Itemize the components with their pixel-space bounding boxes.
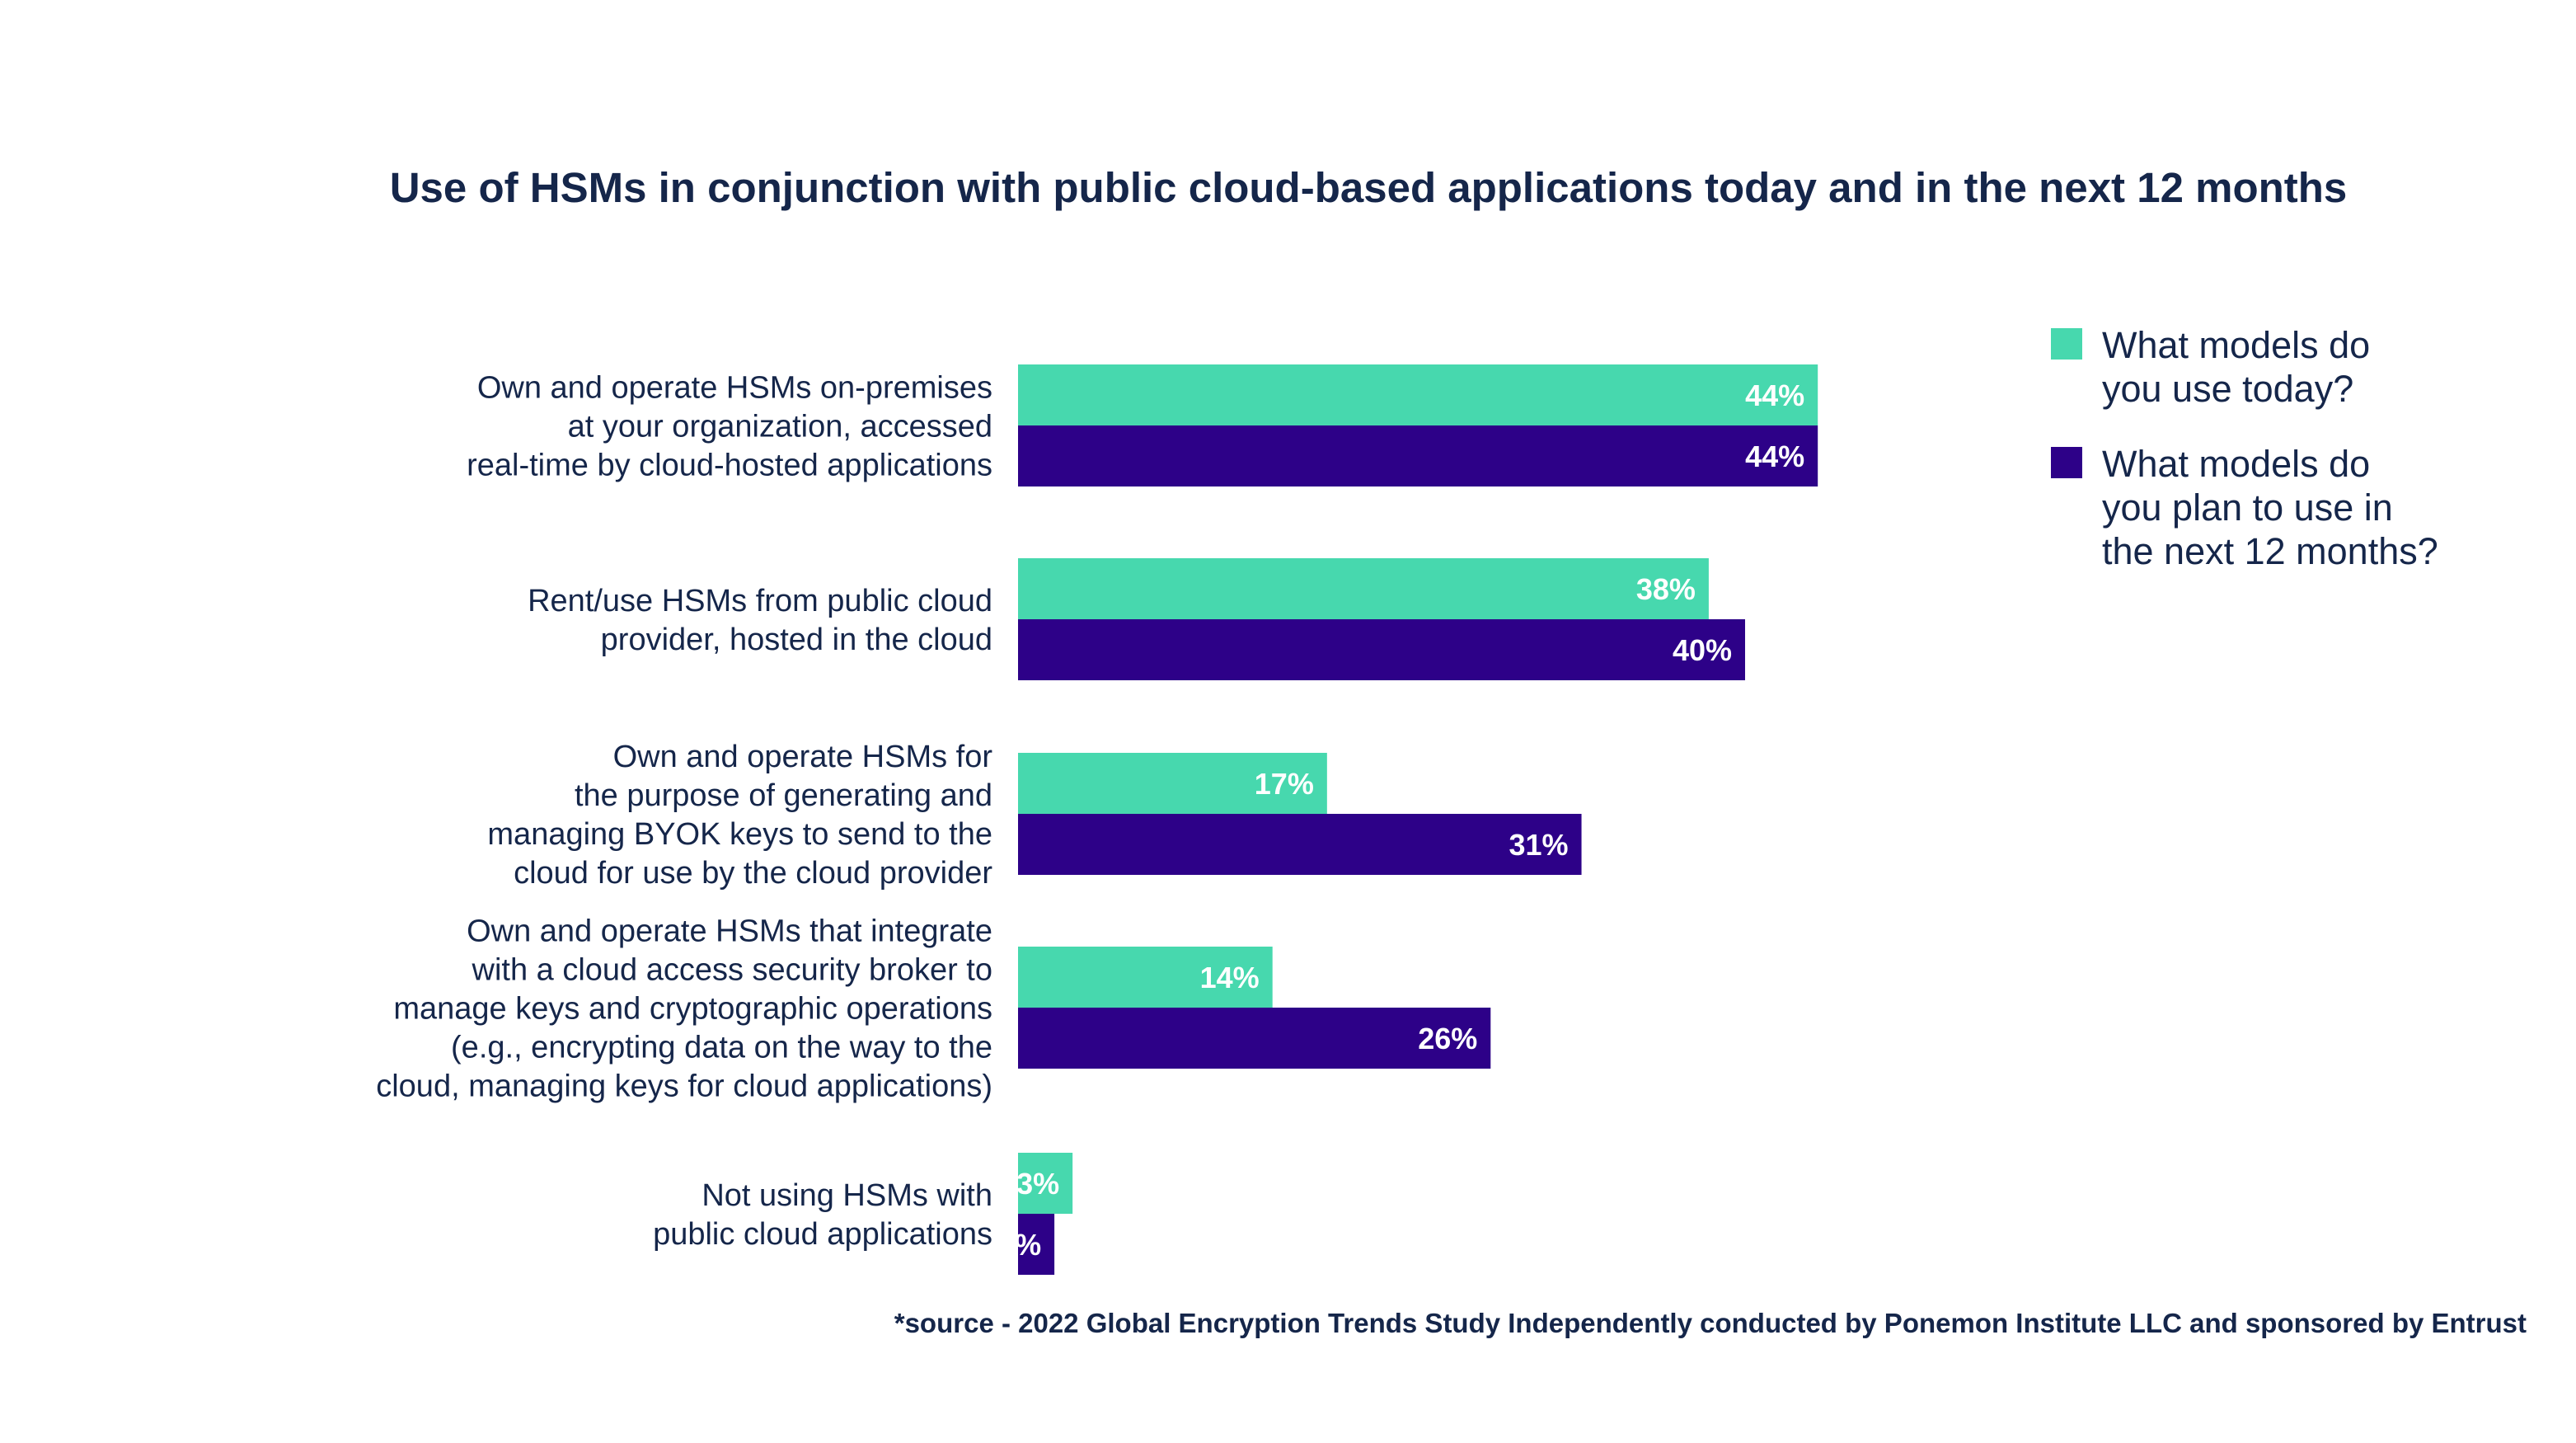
bar-today [1018, 558, 1709, 619]
category-label-line: managing BYOK keys to send to the [487, 817, 992, 852]
legend-item-next-12-months: What models do you plan to use in the ne… [2051, 442, 2546, 573]
bar-value-label: 3% [1016, 1167, 1059, 1201]
bar-value-label: 31% [1509, 828, 1568, 862]
bar-next-12-months [1018, 619, 1745, 680]
bar-value-label: 44% [1745, 439, 1804, 473]
category-label-line: Own and operate HSMs for [613, 740, 993, 774]
bar-next-12-months [1018, 1214, 1055, 1275]
category-label-line: at your organization, accessed [568, 410, 992, 444]
bar-next-12-months [1018, 814, 1582, 875]
category-label-line: real-time by cloud-hosted applications [467, 449, 992, 483]
category-label-line: Rent/use HSMs from public cloud [528, 584, 992, 618]
category-label: Rent/use HSMs from public cloud provider,… [528, 584, 992, 657]
legend-label-next-12-months: What models do you plan to use in the ne… [2102, 443, 2438, 572]
category-label-line: (e.g., encrypting data on the way to the [451, 1031, 992, 1065]
legend: What models do you use today? What model… [2051, 323, 2546, 604]
category-label-line: Own and operate HSMs that integrate [467, 914, 992, 949]
category-label: Own and operate HSMs on-premises at your … [467, 371, 992, 483]
category-label-line: the purpose of generating and [575, 778, 992, 813]
legend-item-today: What models do you use today? [2051, 323, 2546, 411]
bar-value-label: 38% [1636, 572, 1696, 606]
bar-today [1018, 364, 1818, 425]
legend-label-today: What models do you use today? [2102, 324, 2371, 410]
category-label-line: manage keys and cryptographic operations [393, 992, 992, 1027]
category-label: Own and operate HSMs for the purpose of g… [487, 740, 992, 891]
category-label-line: with a cloud access security broker to [472, 953, 993, 988]
bar-next-12-months [1018, 425, 1818, 486]
category-label-line: public cloud applications [653, 1217, 992, 1252]
source-note: *source - 2022 Global Encryption Trends … [894, 1308, 2527, 1338]
bar-value-label: 40% [1673, 633, 1732, 667]
category-label-line: cloud for use by the cloud provider [514, 856, 992, 891]
bar-value-label: 17% [1255, 767, 1314, 801]
category-label-line: provider, hosted in the cloud [601, 623, 992, 657]
legend-swatch-today [2051, 328, 2082, 360]
bar-next-12-months [1018, 1008, 1491, 1069]
bar-today [1018, 1153, 1073, 1214]
chart-title: Use of HSMs in conjunction with public c… [389, 164, 2348, 211]
category-label-line: cloud, managing keys for cloud applicati… [376, 1069, 992, 1104]
legend-swatch-next-12-months [2051, 447, 2082, 478]
bar-today [1018, 753, 1327, 814]
bar-today [1018, 947, 1273, 1008]
category-label: Own and operate HSMs that integrate with … [376, 914, 992, 1104]
category-label-line: Own and operate HSMs on-premises [477, 371, 992, 406]
category-label: Not using HSMs with public cloud applicat… [653, 1178, 992, 1252]
bar-value-label: 2% [998, 1228, 1041, 1262]
category-label-line: Not using HSMs with [701, 1178, 992, 1213]
bar-value-label: 14% [1200, 961, 1260, 994]
bar-value-label: 26% [1418, 1022, 1477, 1055]
bar-value-label: 44% [1745, 378, 1804, 412]
